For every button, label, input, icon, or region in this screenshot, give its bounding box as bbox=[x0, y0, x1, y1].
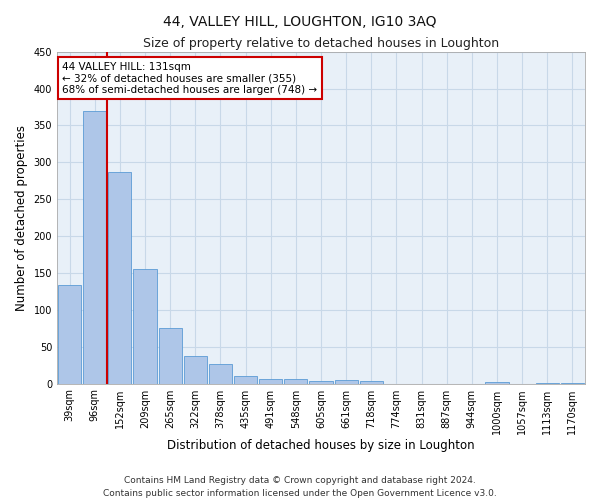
Bar bbox=[335, 380, 358, 384]
Bar bbox=[234, 376, 257, 384]
Bar bbox=[158, 328, 182, 384]
Bar bbox=[259, 379, 283, 384]
Bar bbox=[209, 364, 232, 384]
Bar bbox=[184, 356, 207, 384]
X-axis label: Distribution of detached houses by size in Loughton: Distribution of detached houses by size … bbox=[167, 440, 475, 452]
Bar bbox=[83, 110, 106, 384]
Text: Contains HM Land Registry data © Crown copyright and database right 2024.
Contai: Contains HM Land Registry data © Crown c… bbox=[103, 476, 497, 498]
Bar bbox=[561, 383, 584, 384]
Bar bbox=[284, 379, 307, 384]
Bar bbox=[58, 284, 81, 384]
Title: Size of property relative to detached houses in Loughton: Size of property relative to detached ho… bbox=[143, 38, 499, 51]
Bar bbox=[133, 270, 157, 384]
Bar bbox=[360, 380, 383, 384]
Text: 44 VALLEY HILL: 131sqm
← 32% of detached houses are smaller (355)
68% of semi-de: 44 VALLEY HILL: 131sqm ← 32% of detached… bbox=[62, 62, 317, 95]
Bar bbox=[109, 172, 131, 384]
Bar bbox=[310, 382, 332, 384]
Y-axis label: Number of detached properties: Number of detached properties bbox=[15, 124, 28, 310]
Bar bbox=[485, 382, 509, 384]
Text: 44, VALLEY HILL, LOUGHTON, IG10 3AQ: 44, VALLEY HILL, LOUGHTON, IG10 3AQ bbox=[163, 15, 437, 29]
Bar bbox=[536, 383, 559, 384]
